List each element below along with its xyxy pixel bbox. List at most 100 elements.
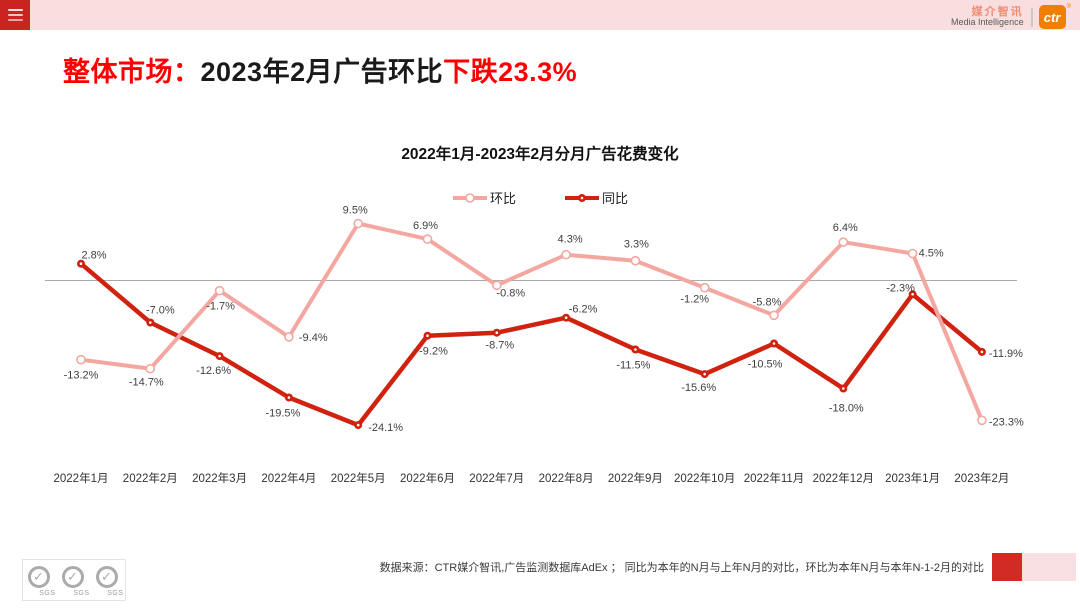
x-axis-label: 2022年5月: [331, 471, 386, 485]
data-point-label: 4.5%: [919, 248, 944, 260]
sgs-logo-3: ✓ SGS: [93, 563, 124, 597]
data-point-marker-huanbi: [630, 255, 641, 266]
data-point-label: 6.4%: [833, 222, 858, 234]
legend-item-tongbi: 同比: [564, 188, 628, 207]
data-point-label: -8.7%: [485, 340, 514, 352]
data-point-marker-center: [634, 348, 637, 351]
data-point-marker-huanbi: [977, 415, 987, 426]
brand-logo: 媒介智讯 Media Intelligence ctr ®: [951, 4, 1071, 29]
data-point-marker-center: [218, 354, 221, 358]
data-point-label: -5.8%: [753, 296, 782, 308]
data-point-label: -6.2%: [569, 304, 598, 316]
data-point-marker-center: [564, 316, 568, 319]
sgs-label: SGS: [107, 590, 124, 597]
data-point-marker-center: [772, 342, 776, 345]
data-point-label: -19.5%: [265, 408, 300, 420]
data-point-label: -15.6%: [681, 382, 716, 394]
line-chart: 2022年1月 2022年2月 2022年3月 2022年4月 2022年5月 2022年…: [45, 205, 1024, 485]
data-point-marker-center: [149, 321, 152, 324]
legend-label-huanbi: 环比: [489, 191, 516, 206]
data-point-marker-center: [703, 372, 706, 376]
decor-block-pink: [1022, 553, 1076, 581]
data-point-label: 3.3%: [624, 239, 649, 251]
data-point-label: 4.3%: [558, 234, 583, 246]
page-title-highlight: 下跌23.3%: [443, 57, 578, 87]
registered-mark: ®: [1066, 4, 1071, 10]
data-point-marker-huanbi: [699, 282, 710, 293]
chart-legend: 环比 同比: [0, 188, 1080, 207]
decor-block-red: [992, 553, 1022, 581]
data-point-marker-huanbi: [76, 354, 86, 365]
data-point-marker-center: [426, 334, 429, 337]
sgs-check-icon: ✓: [61, 566, 84, 588]
data-point-marker-huanbi: [284, 332, 294, 342]
sgs-label: SGS: [73, 590, 90, 597]
data-point-label: -24.1%: [368, 422, 403, 434]
data-point-label: -14.7%: [129, 377, 164, 389]
x-axis-label: 2023年1月: [885, 471, 940, 485]
series-line-huanbi: [79, 221, 984, 423]
brand-name-en: Media Intelligence: [951, 17, 1024, 28]
data-point-marker-huanbi: [561, 249, 571, 260]
data-source-note: 数据来源：CTR媒介智讯,广告监测数据库AdEx ； 同比为本年的N月与上年N月…: [379, 562, 984, 574]
x-axis-label: 2022年12月: [813, 471, 874, 485]
data-point-label: 2.8%: [81, 250, 106, 262]
x-axis-label: 2022年3月: [192, 471, 247, 485]
data-point-marker-huanbi: [491, 280, 502, 291]
x-axis-label: 2022年1月: [54, 471, 109, 485]
x-axis-label: 2023年2月: [954, 471, 1009, 485]
data-point-label: -23.3%: [989, 416, 1024, 428]
data-point-label: -2.3%: [886, 282, 915, 294]
x-axis-label: 2022年11月: [744, 471, 805, 485]
top-bar: 媒介智讯 Media Intelligence ctr ®: [0, 0, 1080, 30]
legend-swatch-huanbi-icon: [452, 192, 487, 203]
x-axis-label: 2022年2月: [123, 471, 178, 485]
data-point-label: -1.2%: [680, 294, 709, 306]
x-axis-label: 2022年8月: [539, 471, 594, 485]
data-point-label: 6.9%: [413, 220, 438, 232]
data-point-marker-huanbi: [907, 248, 918, 259]
data-point-marker-center: [495, 331, 499, 334]
data-point-label: -12.6%: [196, 365, 231, 377]
x-axis-label: 2022年7月: [469, 471, 524, 485]
data-point-label: -11.9%: [989, 348, 1023, 360]
chart-title: 2022年1月-2023年2月分月广告花费变化: [401, 146, 679, 163]
legend-item-huanbi: 环比: [452, 188, 516, 207]
legend-swatch-tongbi-icon: [565, 193, 599, 202]
data-point-marker-huanbi: [422, 234, 433, 244]
data-point-marker-center: [356, 423, 360, 427]
page-title-prefix: 整体市场：: [63, 57, 201, 87]
sgs-check-icon: ✓: [95, 566, 118, 588]
data-point-label: -9.4%: [299, 332, 328, 344]
data-point-label: -0.8%: [496, 287, 525, 299]
x-axis-label: 2022年4月: [261, 471, 316, 485]
sgs-logo-2: ✓ SGS: [59, 563, 90, 597]
data-point-marker-center: [911, 293, 914, 296]
hamburger-menu-icon[interactable]: [0, 0, 30, 30]
data-point-marker-huanbi: [145, 363, 156, 374]
data-point-label: -18.0%: [829, 403, 864, 415]
brand-name-cn: 媒介智讯: [971, 5, 1024, 18]
sgs-label: SGS: [39, 590, 56, 597]
series-line-tongbi: [78, 261, 985, 428]
x-axis-label: 2022年6月: [400, 471, 455, 485]
sgs-check-icon: ✓: [27, 566, 50, 588]
data-point-label: -13.2%: [64, 370, 99, 382]
data-point-marker-center: [287, 396, 291, 399]
sgs-logo-1: ✓ SGS: [25, 563, 56, 597]
sgs-certification-badges: ✓ SGS ✓ SGS ✓ SGS: [22, 559, 126, 601]
data-point-marker-center: [842, 387, 845, 390]
brand-text: 媒介智讯 Media Intelligence: [951, 5, 1024, 28]
legend-label-tongbi: 同比: [602, 191, 629, 206]
data-point-marker-center: [980, 350, 984, 354]
x-axis-label: 2022年10月: [674, 471, 735, 485]
footer-source-row: 数据来源：CTR媒介智讯,广告监测数据库AdEx ； 同比为本年的N月与上年N月…: [380, 553, 1076, 581]
data-point-label: -7.0%: [146, 305, 175, 317]
data-point-marker-center: [79, 262, 83, 265]
data-point-label: -1.7%: [206, 301, 235, 313]
data-point-label: -9.2%: [419, 346, 448, 358]
data-point-marker-huanbi: [769, 310, 779, 321]
data-point-label: -11.5%: [616, 360, 650, 372]
data-point-marker-huanbi: [214, 285, 225, 296]
